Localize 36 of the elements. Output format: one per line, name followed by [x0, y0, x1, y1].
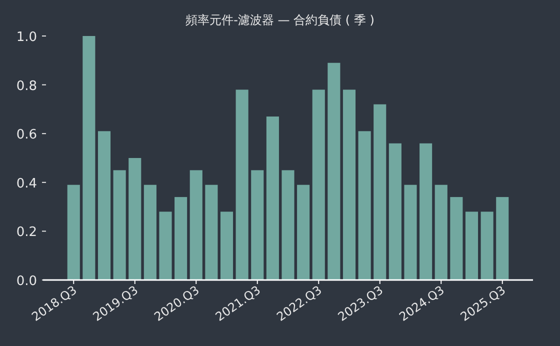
bar — [282, 170, 294, 280]
bar — [128, 158, 142, 280]
bar — [374, 104, 386, 280]
bar — [220, 212, 234, 280]
bar — [98, 131, 111, 280]
chart-title: 頻率元件-濾波器 — 合約負債 ( 季 ) — [186, 13, 374, 27]
bar — [266, 116, 279, 280]
y-tick-label: 0.0 — [16, 274, 37, 289]
bar — [190, 170, 202, 280]
bar — [205, 184, 218, 280]
bar — [297, 184, 310, 280]
bar — [159, 212, 172, 280]
y-tick-label: 0.6 — [16, 128, 37, 143]
bar — [420, 143, 432, 280]
y-tick-label: 0.4 — [16, 176, 37, 192]
bar — [328, 62, 340, 280]
bar — [496, 197, 509, 280]
y-tick-label: 1.0 — [16, 30, 37, 45]
bar — [312, 90, 325, 280]
y-tick-label: 0.8 — [16, 78, 37, 94]
bar — [434, 184, 448, 280]
bar — [404, 184, 417, 280]
bar — [480, 212, 494, 280]
bar — [465, 212, 478, 280]
bar — [358, 131, 371, 280]
bar — [236, 90, 248, 280]
bar — [251, 170, 264, 280]
bar — [82, 36, 96, 280]
bar — [450, 197, 463, 280]
bar — [144, 184, 156, 280]
bar — [174, 197, 188, 280]
y-tick-label: 0.2 — [16, 225, 37, 240]
bar — [342, 90, 356, 280]
bar — [388, 143, 402, 280]
bar — [67, 184, 80, 280]
bar — [113, 170, 126, 280]
